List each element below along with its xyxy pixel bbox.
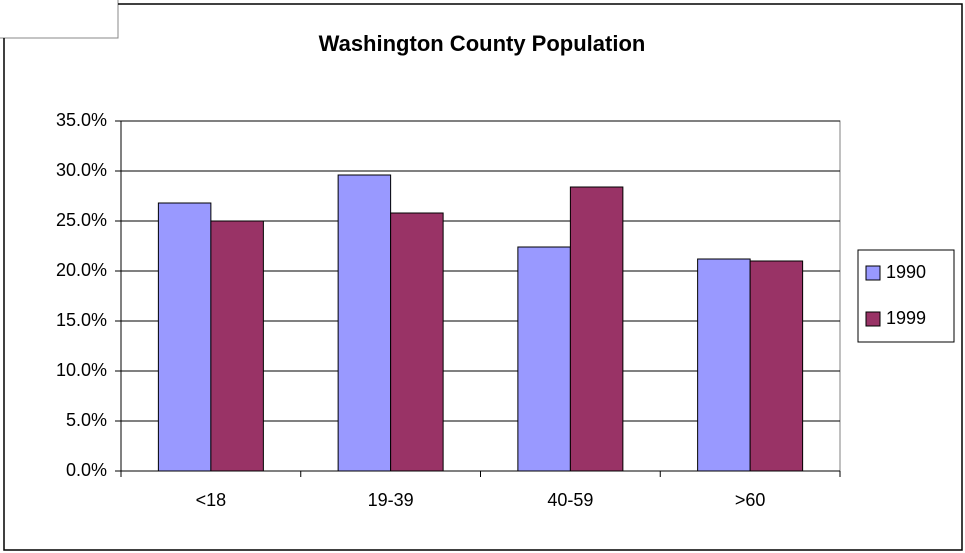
bar xyxy=(157,202,212,472)
bar xyxy=(517,246,571,472)
x-tick-label: >60 xyxy=(735,490,766,510)
cell-border xyxy=(0,0,119,39)
y-tick-label: 35.0% xyxy=(56,110,107,130)
y-tick-label: 25.0% xyxy=(56,210,107,230)
x-tick-label: 40-59 xyxy=(547,490,593,510)
y-tick-label: 10.0% xyxy=(56,360,107,380)
legend-marker xyxy=(865,311,881,327)
y-tick-label: 0.0% xyxy=(66,460,107,480)
bar xyxy=(697,258,751,472)
legend xyxy=(857,249,955,343)
bar xyxy=(569,186,624,472)
bar xyxy=(337,174,392,472)
bar xyxy=(390,212,444,472)
x-tick-label: <18 xyxy=(196,490,227,510)
legend-label: 1999 xyxy=(886,308,926,328)
chart-border xyxy=(3,3,963,551)
y-tick-label: 30.0% xyxy=(56,160,107,180)
y-tick-label: 5.0% xyxy=(66,410,107,430)
legend-label: 1990 xyxy=(886,262,926,282)
bar xyxy=(749,260,804,472)
y-tick-label: 20.0% xyxy=(56,260,107,280)
x-tick-label: 19-39 xyxy=(368,490,414,510)
chart-title: Washington County Population xyxy=(319,31,646,56)
bar xyxy=(210,220,264,472)
legend-marker xyxy=(865,265,881,281)
y-tick-label: 15.0% xyxy=(56,310,107,330)
